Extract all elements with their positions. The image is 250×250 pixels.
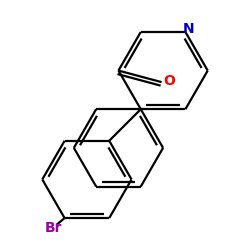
Text: O: O [164, 74, 175, 88]
Text: N: N [183, 22, 195, 36]
Text: Br: Br [45, 221, 62, 235]
